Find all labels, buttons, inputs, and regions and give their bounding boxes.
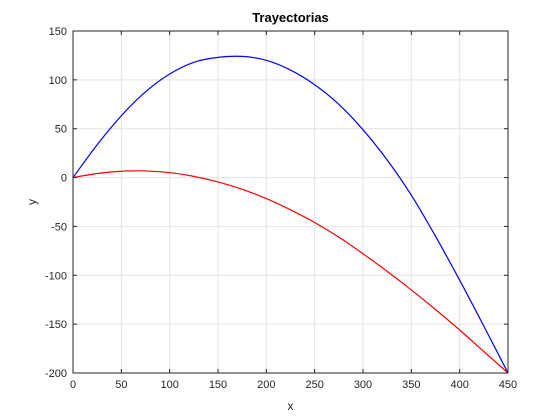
series-line-2 xyxy=(72,170,509,374)
x-tick-label: 350 xyxy=(402,379,420,391)
x-tick-label: 250 xyxy=(305,379,323,391)
y-axis-label: y xyxy=(25,199,39,205)
ticks: 0 50 100 150 200 250 300 350 400 450 -200 -150 -100 -… xyxy=(45,26,517,391)
y-tick-label: 0 xyxy=(61,173,67,185)
x-tick-label: 300 xyxy=(354,379,372,391)
y-tick-label: 100 xyxy=(49,75,67,87)
y-tick-label: 150 xyxy=(49,26,67,38)
y-tick-label: -200 xyxy=(45,368,67,380)
x-tick-label: 450 xyxy=(499,379,517,391)
y-tick-label: -150 xyxy=(45,319,67,331)
series-group xyxy=(72,55,509,374)
x-tick-label: 150 xyxy=(209,379,227,391)
chart-title: Trayectorias xyxy=(252,10,329,25)
series-line-1 xyxy=(72,55,509,374)
y-tick-label: -50 xyxy=(51,221,67,233)
y-tick-label: -100 xyxy=(45,270,67,282)
x-tick-label: 100 xyxy=(160,379,178,391)
x-tick-label: 200 xyxy=(257,379,275,391)
y-tick-label: 50 xyxy=(55,124,67,136)
x-axis-label: x xyxy=(288,399,294,413)
x-tick-label: 400 xyxy=(450,379,468,391)
plot-area xyxy=(73,31,508,373)
x-tick-label: 50 xyxy=(115,379,127,391)
axes-box xyxy=(72,30,509,374)
x-tick-label: 0 xyxy=(70,379,76,391)
